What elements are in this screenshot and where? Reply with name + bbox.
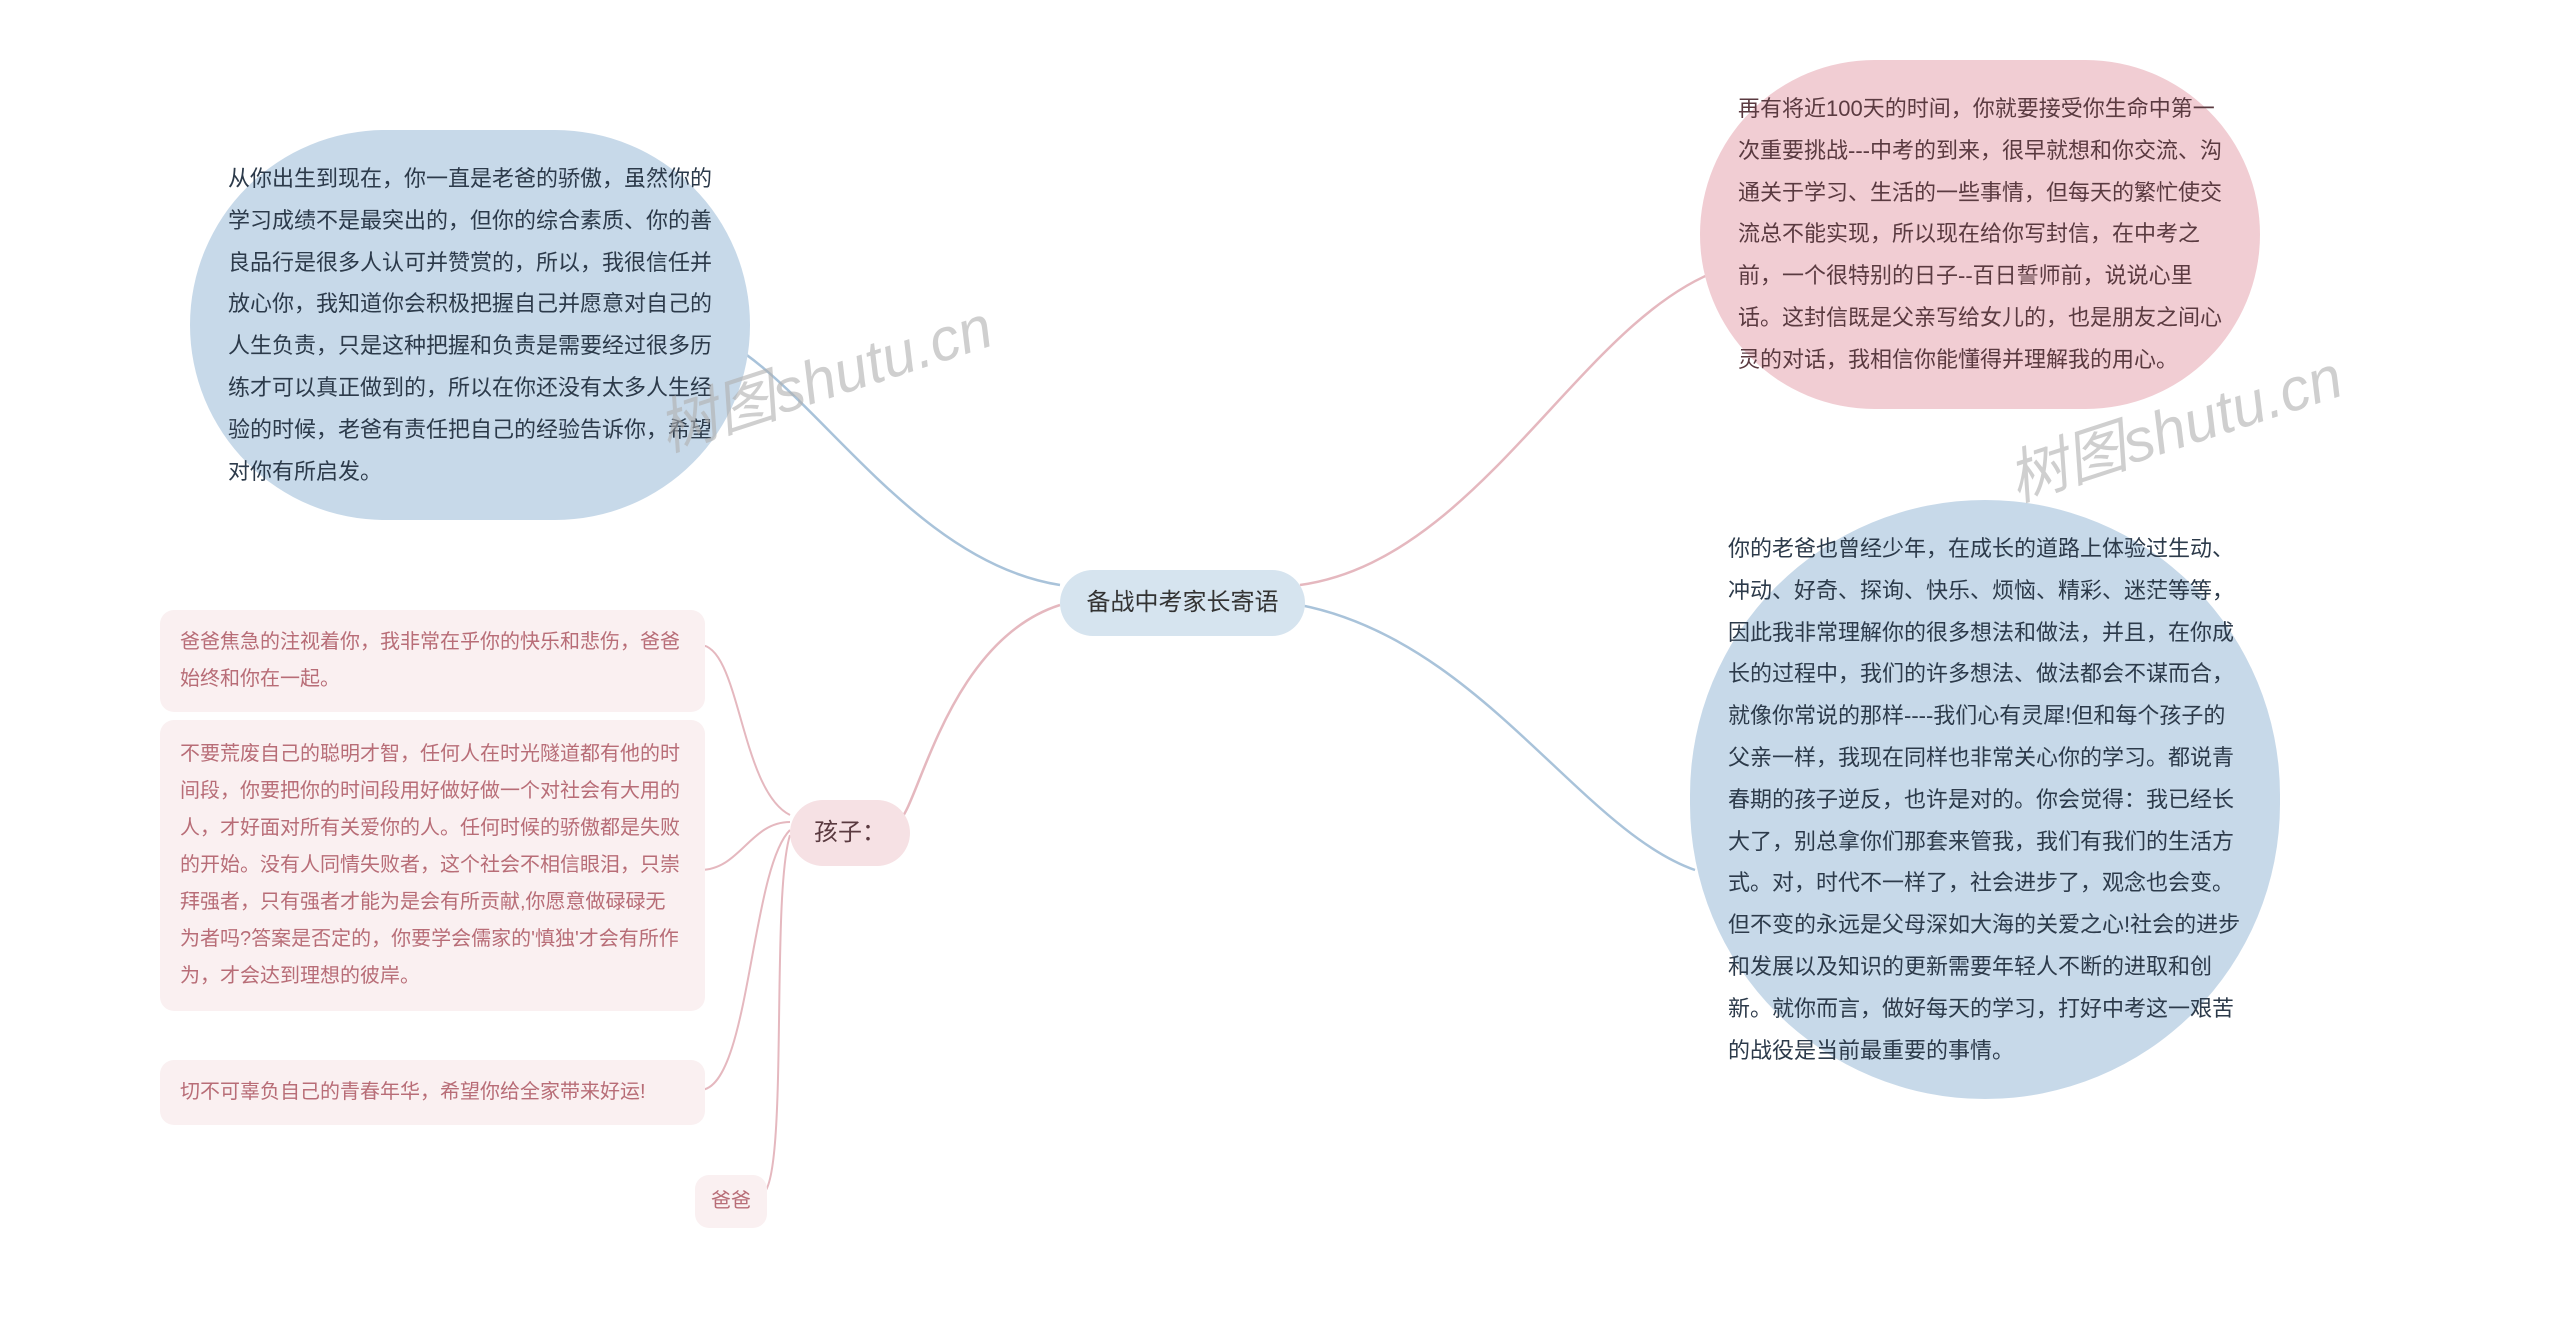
node-bottom-right[interactable]: 你的老爸也曾经少年，在成长的道路上体验过生动、冲动、好奇、探询、快乐、烦恼、精彩… [1690,500,2280,1099]
node-child-text: 孩子： [814,819,886,846]
node-child[interactable]: 孩子： [790,800,910,866]
node-top-left-text: 从你出生到现在，你一直是老爸的骄傲，虽然你的学习成绩不是最突出的，但你的综合素质… [228,166,712,484]
node-top-right-text: 再有将近100天的时间，你就要接受你生命中第一次重要挑战---中考的到来，很早就… [1738,96,2222,372]
mindmap-canvas: { "root": { "label": "备战中考家长寄语" }, "node… [0,0,2560,1318]
node-sign-text: 爸爸 [711,1190,751,1212]
node-box1[interactable]: 爸爸焦急的注视着你，我非常在乎你的快乐和悲伤，爸爸始终和你在一起。 [160,610,705,712]
node-box3-text: 切不可辜负自己的青春年华，希望你给全家带来好运! [180,1081,646,1103]
node-sign[interactable]: 爸爸 [695,1175,767,1228]
node-box2-text: 不要荒废自己的聪明才智，任何人在时光隧道都有他的时间段，你要把你的时间段用好做好… [180,743,680,987]
node-top-right[interactable]: 再有将近100天的时间，你就要接受你生命中第一次重要挑战---中考的到来，很早就… [1700,60,2260,409]
node-bottom-right-text: 你的老爸也曾经少年，在成长的道路上体验过生动、冲动、好奇、探询、快乐、烦恼、精彩… [1728,536,2240,1063]
root-node[interactable]: 备战中考家长寄语 [1060,570,1305,636]
node-box3[interactable]: 切不可辜负自己的青春年华，希望你给全家带来好运! [160,1060,705,1125]
root-label: 备战中考家长寄语 [1087,589,1279,616]
node-box2[interactable]: 不要荒废自己的聪明才智，任何人在时光隧道都有他的时间段，你要把你的时间段用好做好… [160,720,705,1011]
node-box1-text: 爸爸焦急的注视着你，我非常在乎你的快乐和悲伤，爸爸始终和你在一起。 [180,631,680,690]
node-top-left[interactable]: 从你出生到现在，你一直是老爸的骄傲，虽然你的学习成绩不是最突出的，但你的综合素质… [190,130,750,520]
